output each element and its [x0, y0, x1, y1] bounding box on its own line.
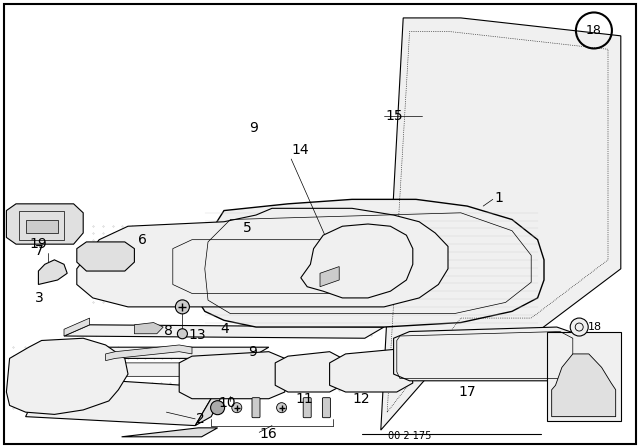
- Polygon shape: [77, 242, 134, 271]
- Polygon shape: [394, 327, 576, 381]
- Text: 00 2 175: 00 2 175: [388, 431, 431, 441]
- FancyBboxPatch shape: [252, 398, 260, 418]
- Text: 8: 8: [164, 323, 173, 338]
- Text: 5: 5: [243, 221, 252, 236]
- FancyBboxPatch shape: [323, 398, 330, 418]
- Polygon shape: [179, 352, 285, 399]
- Polygon shape: [26, 220, 58, 233]
- Polygon shape: [134, 323, 163, 334]
- Polygon shape: [330, 349, 413, 392]
- Text: 6: 6: [138, 233, 147, 247]
- Polygon shape: [64, 325, 384, 338]
- Circle shape: [232, 403, 242, 413]
- Polygon shape: [38, 260, 67, 284]
- Text: 9: 9: [248, 345, 257, 359]
- Text: 12: 12: [353, 392, 371, 406]
- Text: 13: 13: [189, 328, 207, 342]
- Polygon shape: [26, 376, 218, 426]
- Polygon shape: [6, 338, 128, 414]
- Circle shape: [570, 318, 588, 336]
- FancyBboxPatch shape: [303, 398, 311, 418]
- Text: 2: 2: [196, 412, 205, 426]
- Text: 11: 11: [295, 392, 313, 406]
- Text: 3: 3: [35, 291, 44, 305]
- Polygon shape: [195, 379, 230, 426]
- Polygon shape: [195, 199, 544, 327]
- Circle shape: [276, 403, 287, 413]
- Polygon shape: [320, 267, 339, 287]
- Polygon shape: [381, 18, 621, 430]
- Text: 16: 16: [259, 426, 277, 441]
- Text: 15: 15: [386, 109, 404, 124]
- Polygon shape: [64, 347, 269, 358]
- Polygon shape: [552, 354, 616, 417]
- Circle shape: [177, 329, 188, 339]
- Text: 14: 14: [291, 143, 309, 157]
- Text: 19: 19: [29, 237, 47, 251]
- Text: 18: 18: [586, 24, 602, 37]
- Polygon shape: [6, 204, 83, 244]
- Polygon shape: [77, 208, 448, 307]
- Polygon shape: [122, 428, 218, 437]
- Text: 4: 4: [221, 322, 230, 336]
- Text: 18: 18: [588, 322, 602, 332]
- Text: 10: 10: [218, 396, 236, 410]
- Polygon shape: [106, 345, 192, 361]
- Polygon shape: [64, 318, 90, 336]
- Polygon shape: [275, 352, 342, 392]
- Text: 17: 17: [458, 385, 476, 399]
- Circle shape: [211, 401, 225, 415]
- Circle shape: [358, 244, 397, 284]
- Polygon shape: [301, 224, 413, 298]
- Text: 9: 9: [250, 121, 259, 135]
- Bar: [547, 332, 621, 421]
- Polygon shape: [26, 363, 230, 376]
- Circle shape: [175, 300, 189, 314]
- Text: 1: 1: [494, 191, 503, 205]
- Text: 7: 7: [35, 244, 44, 258]
